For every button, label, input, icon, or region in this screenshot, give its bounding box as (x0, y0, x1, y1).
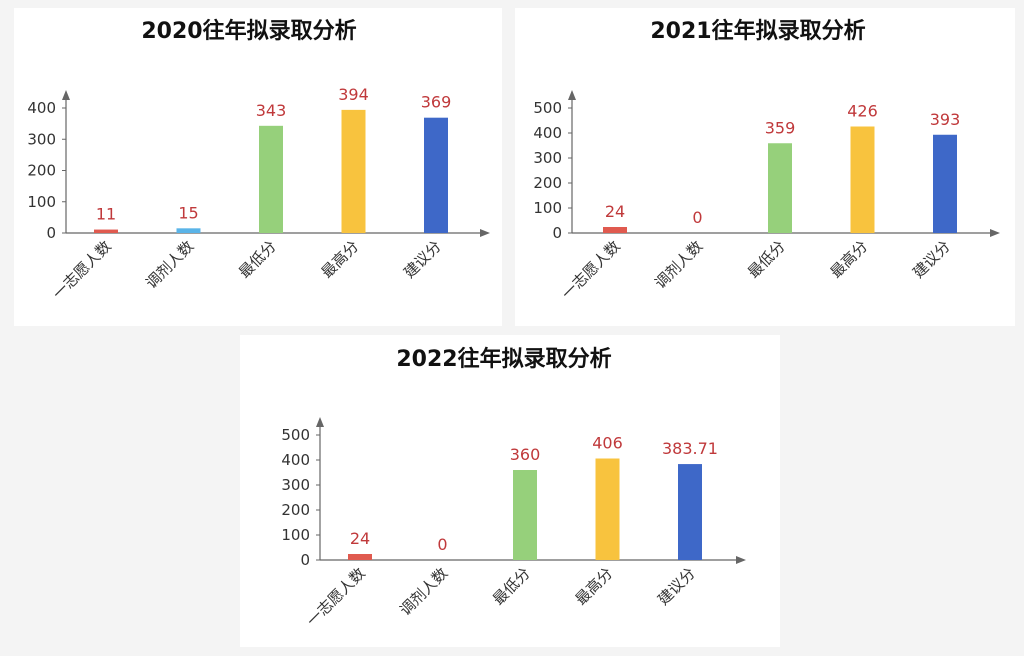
y-tick-label: 400 (281, 451, 310, 469)
x-category-label: 最高分 (572, 564, 617, 609)
bar-value-label: 383.71 (662, 439, 718, 458)
x-category-label: 调剂人数 (142, 237, 197, 292)
bar-value-label: 406 (592, 434, 623, 453)
y-tick-label: 0 (552, 224, 562, 242)
bar-value-label: 15 (178, 203, 198, 222)
x-category-label: 建议分 (400, 237, 445, 282)
x-axis-arrow-icon (736, 556, 746, 564)
x-category-label: 最低分 (489, 564, 534, 609)
chart-title: 2021往年拟录取分析 (650, 18, 865, 44)
chart-title: 2022往年拟录取分析 (396, 346, 611, 372)
x-category-label: 一志愿人数 (303, 564, 369, 630)
chart-2020: 2020往年拟录取分析 0 100 200 300 400 11 一志愿人数 15 调剂人数 34… (27, 18, 490, 303)
y-tick-label: 400 (533, 124, 562, 142)
bar-value-label: 360 (510, 445, 541, 464)
x-category-label: 最高分 (827, 237, 872, 282)
x-category-label: 一志愿人数 (49, 237, 115, 303)
chart-panel-2020: 2020往年拟录取分析 0 100 200 300 400 11 一志愿人数 15 调剂人数 34… (14, 8, 502, 326)
bar (678, 464, 702, 560)
y-axis-arrow-icon (316, 417, 324, 427)
chart-title: 2020往年拟录取分析 (141, 18, 356, 44)
bar-value-label: 0 (437, 535, 447, 554)
bar (176, 228, 201, 233)
x-category-label: 调剂人数 (651, 237, 706, 292)
x-category-label: 最高分 (318, 237, 363, 282)
y-tick-label: 100 (281, 526, 310, 544)
bar (94, 229, 118, 233)
bar-value-label: 393 (930, 110, 961, 129)
bar-value-label: 426 (847, 102, 878, 121)
bar (595, 458, 620, 560)
bar (341, 109, 366, 233)
bar (603, 227, 627, 233)
x-category-label: 最低分 (235, 237, 280, 282)
y-tick-label: 300 (27, 130, 56, 148)
bar-value-label: 0 (692, 208, 702, 227)
y-tick-label: 500 (533, 99, 562, 117)
x-category-label: 一志愿人数 (558, 237, 624, 303)
x-category-label: 建议分 (654, 564, 699, 609)
chart-2022: 2022往年拟录取分析 010020030040050024一志愿人数0调剂人数… (281, 346, 746, 630)
y-tick-label: 0 (300, 551, 310, 569)
x-category-label: 调剂人数 (396, 564, 451, 619)
x-axis-arrow-icon (480, 229, 490, 237)
chart-panel-2021: 2021往年拟录取分析 0 100 200 300 400 500 24 一志愿人数 0 调剂人数… (515, 8, 1015, 326)
bar (348, 554, 372, 560)
bar-value-label: 394 (338, 85, 369, 104)
x-category-label: 建议分 (909, 237, 954, 282)
y-tick-label: 100 (533, 199, 562, 217)
y-tick-label: 200 (533, 174, 562, 192)
y-tick-label: 400 (27, 99, 56, 117)
y-tick-label: 300 (281, 476, 310, 494)
x-axis-arrow-icon (990, 229, 1000, 237)
bar (768, 143, 792, 233)
bar-value-label: 343 (256, 101, 287, 120)
y-tick-label: 100 (27, 193, 56, 211)
y-tick-label: 300 (533, 149, 562, 167)
bar (424, 117, 448, 233)
chart-panel-2022: 2022往年拟录取分析 0 100 200 300 400 500 24 一志愿人数 0 调剂人数… (240, 335, 780, 647)
y-tick-label: 200 (281, 501, 310, 519)
y-tick-label: 500 (281, 426, 310, 444)
bar (259, 125, 283, 233)
y-tick-label: 0 (46, 224, 56, 242)
bar (850, 126, 875, 233)
bar-value-label: 11 (96, 205, 116, 224)
chart-2021: 2021往年拟录取分析 010020030040050024一志愿人数0调剂人数… (533, 18, 1000, 303)
x-category-label: 最低分 (744, 237, 789, 282)
bar-value-label: 369 (421, 93, 452, 112)
bar (513, 470, 537, 560)
y-tick-label: 200 (27, 162, 56, 180)
bar-value-label: 24 (350, 529, 370, 548)
bar-value-label: 359 (765, 118, 796, 137)
bar (933, 134, 957, 233)
y-axis-arrow-icon (568, 90, 576, 100)
y-axis-arrow-icon (62, 90, 70, 100)
bar-value-label: 24 (605, 202, 625, 221)
